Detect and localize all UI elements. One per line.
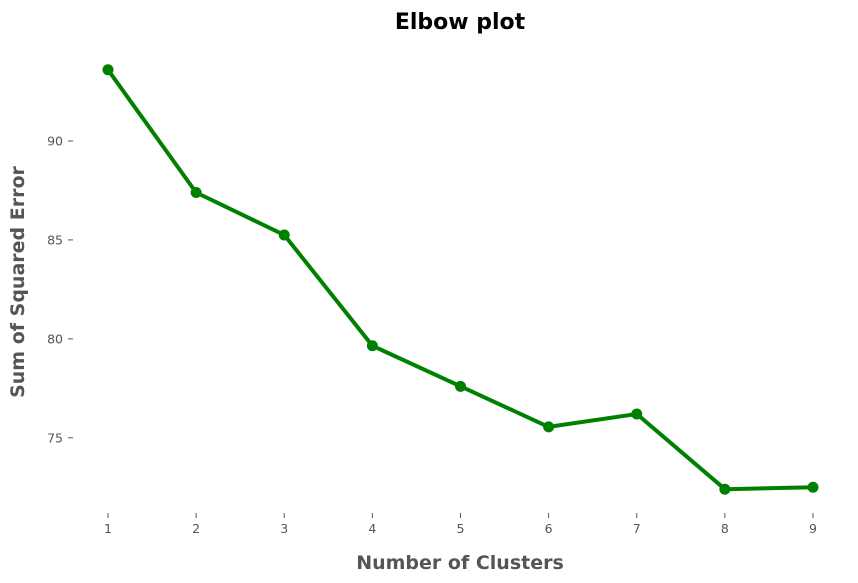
x-tick-label: 1 (104, 521, 112, 536)
data-point (631, 408, 643, 420)
data-point (719, 483, 731, 495)
data-point (455, 380, 466, 392)
x-tick-label: 5 (457, 521, 465, 536)
y-tick-label: 80 (47, 331, 63, 346)
x-tick-label: 7 (633, 521, 641, 536)
x-axis-label: Number of Clusters (356, 552, 564, 574)
data-point (102, 64, 114, 76)
data-point (807, 481, 819, 493)
x-tick-label: 8 (721, 521, 729, 536)
x-tick-label: 9 (809, 521, 817, 536)
x-tick-label: 3 (280, 521, 288, 536)
data-point (190, 186, 202, 198)
y-tick-label: 75 (47, 430, 63, 445)
y-axis: 75 80 85 90 (47, 134, 73, 445)
data-point (543, 421, 555, 433)
y-tick-label: 90 (47, 134, 63, 149)
chart-title: Elbow plot (395, 10, 526, 35)
x-tick-label: 4 (368, 521, 376, 536)
data-point (278, 229, 290, 241)
data-point (366, 340, 378, 352)
plot-area (102, 64, 819, 495)
x-tick-label: 2 (192, 521, 200, 536)
x-tick-label: 6 (545, 521, 553, 536)
y-axis-label: Sum of Squared Error (7, 165, 29, 397)
y-tick-label: 85 (47, 232, 63, 247)
x-axis: 1 2 3 4 5 6 7 8 9 (104, 513, 817, 536)
series-line (106, 67, 815, 492)
